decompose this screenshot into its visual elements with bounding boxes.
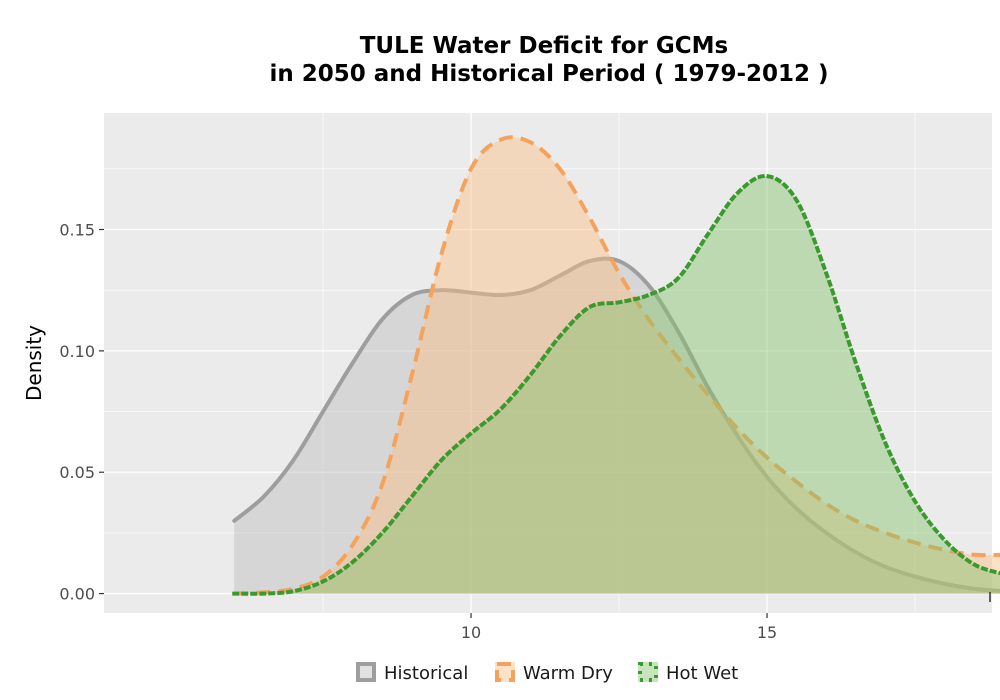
density-area-hot-wet bbox=[234, 176, 1000, 594]
legend-key-fill-warm-dry bbox=[495, 662, 515, 682]
legend-label-warm-dry: Warm Dry bbox=[523, 663, 613, 684]
chart-title-line-1: TULE Water Deficit for GCMs bbox=[360, 33, 729, 59]
legend-key-fill-hot-wet bbox=[638, 662, 658, 682]
y-tick-label: 0.05 bbox=[59, 463, 95, 482]
y-tick-label: 0.00 bbox=[59, 585, 95, 604]
plot-panel bbox=[104, 113, 992, 613]
density-area-historical bbox=[234, 258, 1000, 594]
y-tick-label: 0.15 bbox=[59, 221, 95, 240]
legend-key-border-hot-wet bbox=[638, 662, 658, 682]
density-series bbox=[232, 135, 1000, 596]
density-line-hot-wet bbox=[232, 174, 1000, 596]
x-tick-label: 10 bbox=[461, 623, 481, 642]
y-axis-title: Density bbox=[22, 325, 46, 401]
legend: Historical Warm Dry Hot Wet bbox=[356, 662, 738, 684]
legend-key-border-warm-dry bbox=[495, 662, 515, 682]
y-tick-label: 0.10 bbox=[59, 342, 95, 361]
density-line-warm-dry bbox=[234, 135, 1000, 596]
legend-key-fill-historical bbox=[356, 662, 376, 682]
chart-title-line-2: in 2050 and Historical Period ( 1979-201… bbox=[269, 61, 828, 87]
x-tick-label: 15 bbox=[757, 623, 777, 642]
axis-ticks: 0.00 0.05 0.10 0.15 10 15 bbox=[59, 221, 777, 642]
legend-label-historical: Historical bbox=[384, 663, 468, 684]
density-line-historical bbox=[232, 256, 1000, 593]
legend-key-border-historical bbox=[356, 662, 376, 682]
legend-label-hot-wet: Hot Wet bbox=[666, 663, 738, 684]
